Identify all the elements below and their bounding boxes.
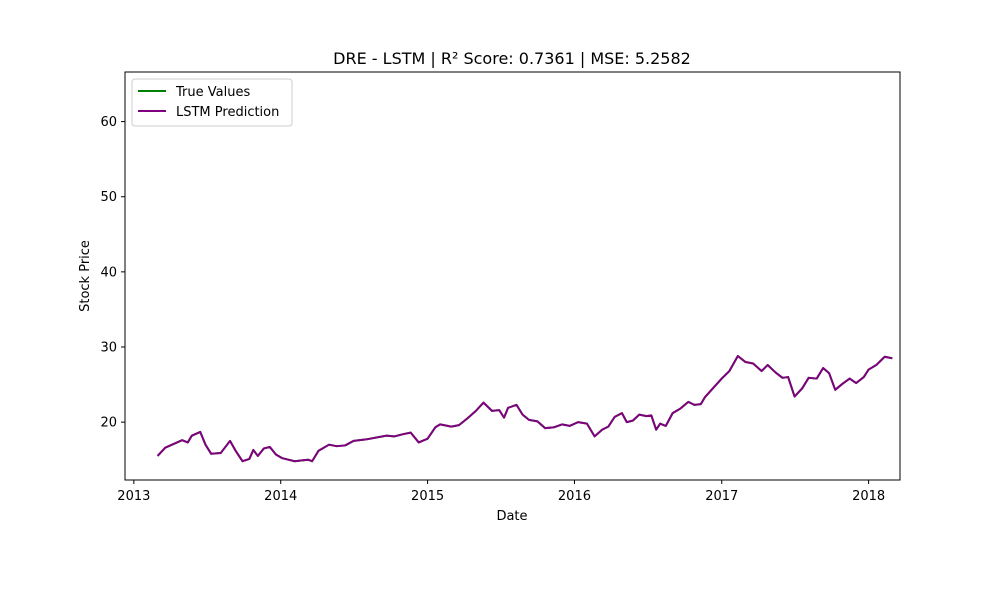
y-tick-label-50: 50 xyxy=(100,190,117,205)
legend: True Values LSTM Prediction xyxy=(131,78,293,127)
x-tick-label-2017: 2017 xyxy=(705,489,738,504)
plot-frame xyxy=(124,71,901,481)
chart-title: DRE - LSTM | R² Score: 0.7361 | MSE: 5.2… xyxy=(333,49,691,68)
y-axis: 20 30 40 50 60 xyxy=(100,115,125,431)
y-tick-label-30: 30 xyxy=(100,341,117,356)
y-tick-label-60: 60 xyxy=(100,115,117,130)
legend-label-lstm-prediction: LSTM Prediction xyxy=(176,105,279,120)
x-tick-label-2016: 2016 xyxy=(558,489,591,504)
x-tick-label-2015: 2015 xyxy=(411,489,444,504)
y-axis-label: Stock Price xyxy=(78,240,93,312)
plot-area xyxy=(125,72,900,480)
series-layer xyxy=(156,355,893,463)
x-tick-label-2014: 2014 xyxy=(264,489,297,504)
x-tick-label-2013: 2013 xyxy=(117,489,150,504)
legend-box xyxy=(131,78,293,127)
y-tick-label-20: 20 xyxy=(100,416,117,431)
legend-label-true-values: True Values xyxy=(175,85,250,100)
series-line-lstm-prediction xyxy=(156,355,893,463)
y-tick-label-40: 40 xyxy=(100,265,117,280)
x-axis-label: Date xyxy=(496,509,527,524)
x-tick-label-2018: 2018 xyxy=(852,489,885,504)
x-axis: 2013 2014 2015 2016 2017 2018 xyxy=(117,480,885,504)
